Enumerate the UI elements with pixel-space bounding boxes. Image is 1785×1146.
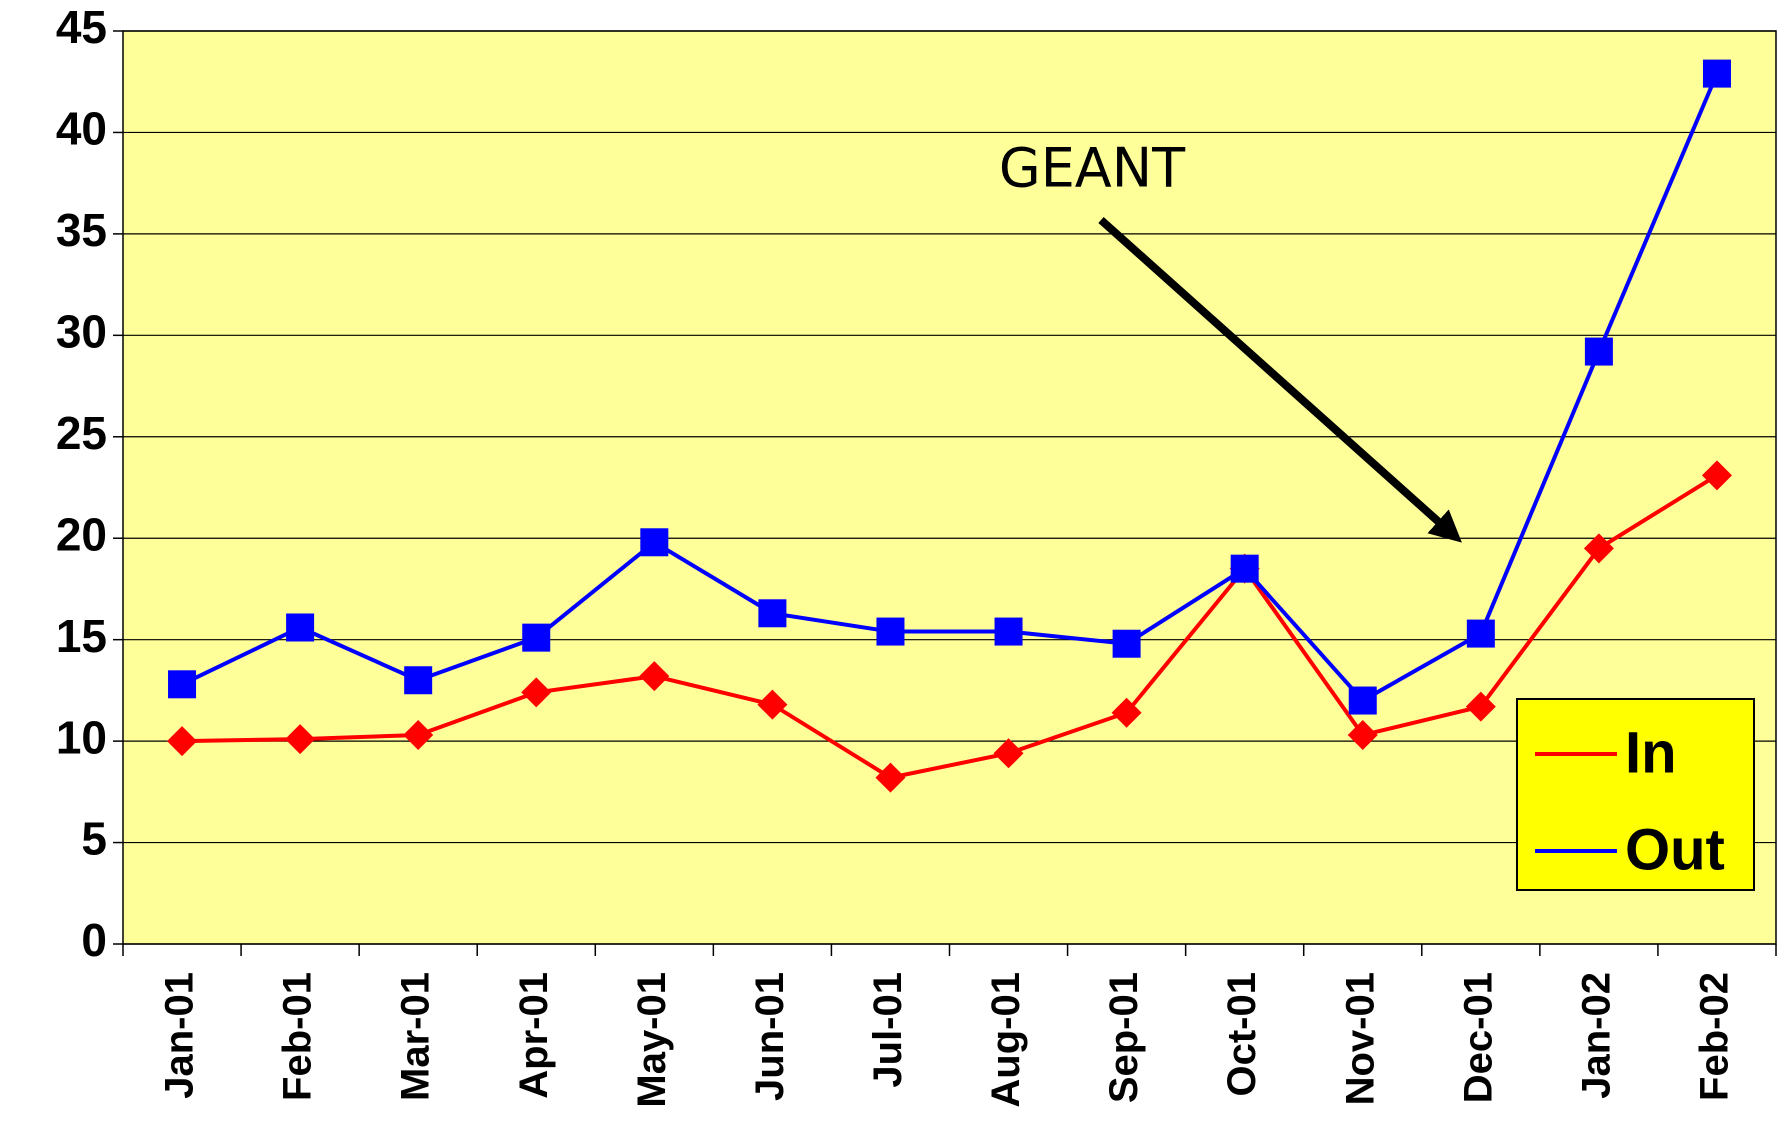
point — [403, 720, 434, 751]
point — [1702, 59, 1731, 88]
point — [993, 738, 1024, 769]
point — [1348, 686, 1377, 715]
y-tick-label: 25 — [56, 407, 107, 459]
x-tick-label: Mar-01 — [394, 972, 438, 1101]
x-tick-label: May-01 — [630, 972, 674, 1108]
point — [1584, 337, 1613, 366]
point — [1583, 533, 1614, 564]
x-tick-label: Jan-01 — [158, 972, 202, 1099]
y-tick-label: 20 — [56, 508, 107, 560]
point — [167, 726, 198, 757]
point — [1466, 619, 1495, 648]
x-tick-label: Apr-01 — [512, 972, 556, 1099]
x-tick-label: Aug-01 — [984, 972, 1028, 1108]
point — [404, 666, 433, 695]
series-line — [182, 473, 1719, 780]
point — [1230, 554, 1259, 583]
point — [1465, 691, 1496, 722]
point — [875, 762, 906, 793]
point — [994, 617, 1023, 646]
x-tick-label: Nov-01 — [1338, 972, 1382, 1105]
point — [1701, 460, 1732, 491]
point — [286, 613, 315, 642]
x-tick-label: Jun-01 — [748, 972, 792, 1101]
point — [522, 623, 551, 652]
y-tick-label: 0 — [81, 914, 107, 966]
x-tick-label: Sep-01 — [1102, 972, 1146, 1103]
legend-box — [1516, 698, 1755, 891]
point — [1347, 720, 1378, 751]
point — [640, 528, 669, 557]
y-tick-label: 10 — [56, 711, 107, 763]
point — [521, 677, 552, 708]
point — [758, 599, 787, 628]
point — [639, 661, 670, 692]
point — [285, 724, 316, 755]
plot-area — [122, 30, 1777, 945]
point — [1111, 697, 1142, 728]
point — [1112, 629, 1141, 658]
series-line — [181, 72, 1719, 704]
x-tick-label: Jan-02 — [1574, 972, 1618, 1099]
x-tick-label: Feb-01 — [276, 972, 320, 1101]
annotation-arrow — [1098, 217, 1462, 543]
y-tick-label: 5 — [81, 813, 107, 865]
y-tick-label: 35 — [56, 204, 107, 256]
point — [757, 689, 788, 720]
x-tick-label: Dec-01 — [1456, 972, 1500, 1103]
x-tick-label: Jul-01 — [866, 972, 910, 1088]
x-tick-label: Oct-01 — [1220, 972, 1264, 1097]
annotation: GEANT — [999, 137, 1186, 200]
point — [168, 670, 197, 699]
x-tick-label: Feb-02 — [1693, 972, 1737, 1101]
legend-label: In — [1625, 720, 1677, 785]
y-tick-label: 30 — [56, 305, 107, 357]
y-tick-label: 40 — [56, 103, 107, 155]
legend-label: Out — [1625, 817, 1725, 882]
y-tick-label: 15 — [56, 610, 107, 662]
y-tick-label: 45 — [56, 1, 107, 53]
point — [876, 617, 905, 646]
